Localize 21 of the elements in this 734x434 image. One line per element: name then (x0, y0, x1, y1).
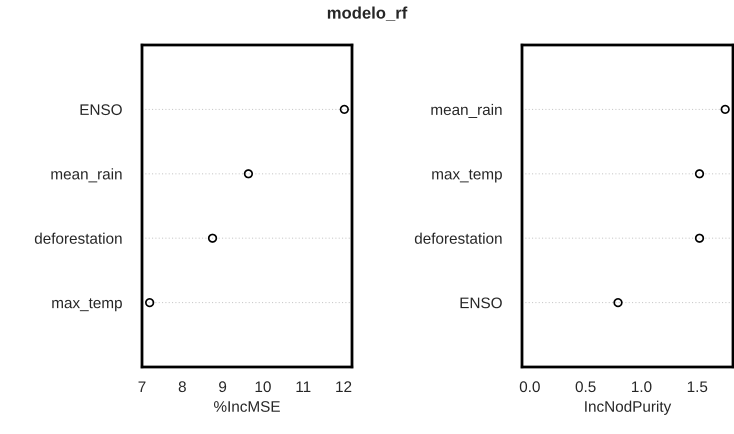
y-tick-label: deforestation (414, 232, 502, 244)
x-tick-label: 0.0 (520, 381, 540, 392)
x-tick-label: 1.5 (688, 381, 708, 392)
x-axis-title: %IncMSE (214, 401, 280, 412)
y-tick-label: ENSO (80, 104, 122, 116)
x-axis-title: IncNodPurity (585, 400, 672, 415)
x-tick-label: 7 (138, 381, 146, 392)
chart-title: modelo_rf (328, 6, 408, 21)
y-tick-label: mean_rain (431, 104, 502, 118)
y-tick-label: deforestation (34, 232, 122, 244)
x-tick-label: 0.5 (576, 381, 596, 392)
y-tick-label: mean_rain (51, 168, 122, 182)
x-tick-label: 9 (219, 381, 226, 392)
x-tick-label: 8 (178, 381, 186, 392)
x-tick-label: 11 (296, 381, 310, 392)
x-tick-label: 10 (256, 381, 271, 392)
y-tick-label: max_temp (52, 298, 122, 312)
x-tick-label: 12 (336, 381, 352, 392)
y-tick-label: max_temp (432, 169, 502, 183)
y-tick-label: ENSO (460, 297, 502, 308)
x-tick-label: 1.0 (632, 381, 652, 392)
